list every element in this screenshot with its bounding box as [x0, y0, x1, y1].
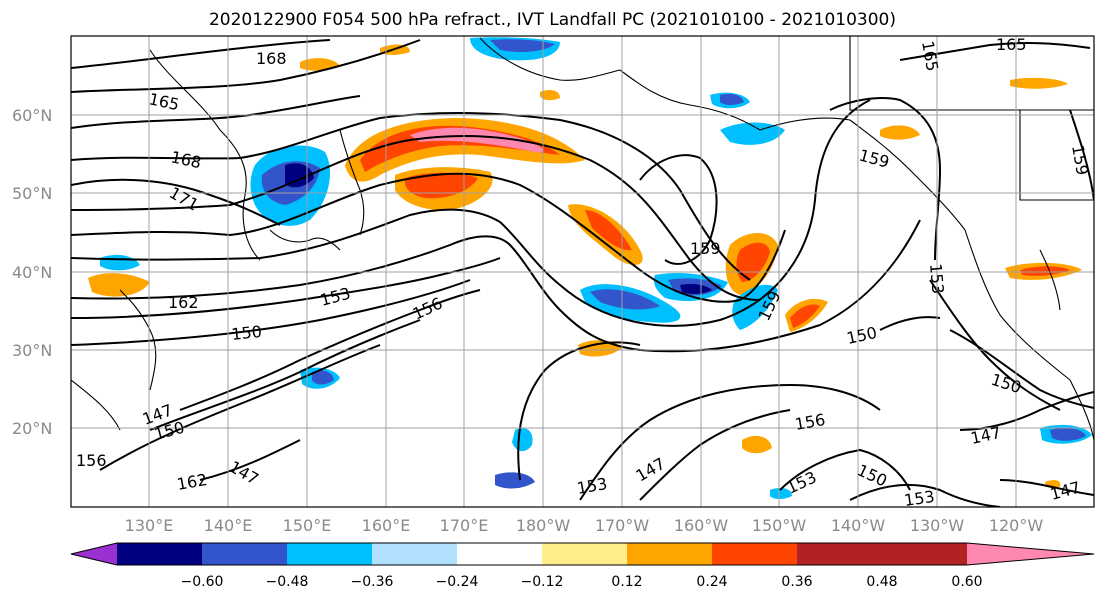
contour-label: 153 — [903, 487, 936, 510]
colorbar-segment — [372, 543, 457, 565]
positive-anomaly-peak — [410, 127, 544, 153]
colorbar-tick-label: −0.12 — [521, 574, 564, 590]
colorbar-segment — [627, 543, 712, 565]
colorbar-tick-label: 0.60 — [951, 574, 982, 590]
colorbar-low-extension — [71, 543, 117, 565]
colorbar-tick-label: −0.48 — [266, 574, 309, 590]
colorbar-tick-label: 0.12 — [611, 574, 642, 590]
colorbar-segment — [542, 543, 627, 565]
colorbar-segment — [117, 543, 202, 565]
lat-label: 20°N — [12, 419, 52, 438]
lon-label: 160°W — [674, 516, 729, 535]
lat-label: 50°N — [12, 184, 52, 203]
lon-label: 150°E — [283, 516, 332, 535]
contour-label: 159 — [690, 239, 721, 258]
colorbar-segment — [202, 543, 287, 565]
colorbar-tick-label: −0.24 — [436, 574, 479, 590]
colorbar-tick-label: 0.36 — [781, 574, 812, 590]
lon-label: 160°E — [362, 516, 411, 535]
contour-label: 150 — [230, 322, 262, 344]
lon-label: 130°W — [910, 516, 965, 535]
lon-label: 140°W — [831, 516, 886, 535]
lon-label: 180°W — [516, 516, 571, 535]
coastlines — [71, 36, 1094, 441]
lon-label: 130°E — [125, 516, 174, 535]
contour-label: 156 — [76, 451, 107, 470]
colorbar-segment — [712, 543, 797, 565]
colorbar-tick-label: −0.36 — [351, 574, 394, 590]
contour-label: 165 — [996, 35, 1027, 54]
contour-label: 162 — [168, 293, 199, 312]
lon-label: 140°E — [204, 516, 253, 535]
colorbar-ticks: −0.60 −0.48 −0.36 −0.24 −0.12 0.12 0.24 … — [181, 574, 983, 590]
colorbar: −0.60 −0.48 −0.36 −0.24 −0.12 0.12 0.24 … — [70, 542, 1095, 590]
contour-label: 168 — [256, 49, 287, 68]
lon-label: 170°E — [440, 516, 489, 535]
map-border — [70, 35, 1095, 508]
colorbar-high-tip — [967, 543, 1094, 565]
colorbar-tick-label: 0.24 — [696, 574, 727, 590]
colorbar-segment — [882, 543, 967, 565]
lat-label: 40°N — [12, 263, 52, 282]
colorbar-segment — [287, 543, 372, 565]
lat-label: 30°N — [12, 341, 52, 360]
latitude-axis: 60°N 50°N 40°N 30°N 20°N — [12, 106, 52, 438]
map-title: 2020122900 F054 500 hPa refract., IVT La… — [208, 10, 896, 30]
lat-label: 60°N — [12, 106, 52, 125]
colorbar-segment — [457, 543, 542, 565]
longitude-axis: 130°E 140°E 150°E 160°E 170°E 180°W 170°… — [125, 516, 1044, 535]
height-contours — [71, 39, 1094, 507]
colorbar-segment — [797, 543, 882, 565]
contour-label: 153 — [926, 263, 948, 295]
colorbar-tick-label: 0.48 — [866, 574, 897, 590]
lon-label: 150°W — [752, 516, 807, 535]
colorbar-tick-label: −0.60 — [181, 574, 224, 590]
graticule — [71, 36, 1094, 507]
lon-label: 170°W — [595, 516, 650, 535]
lon-label: 120°W — [989, 516, 1044, 535]
